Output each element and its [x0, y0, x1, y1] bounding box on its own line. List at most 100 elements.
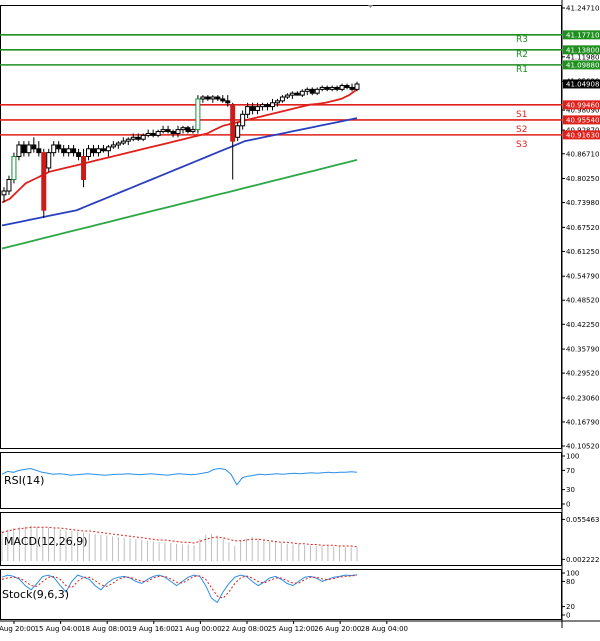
pivot-value-box-r3 [563, 30, 600, 40]
candle-body [140, 134, 146, 140]
candle-body [309, 88, 315, 94]
time-axis-label: 22 Aug 08:00 [221, 625, 268, 633]
candle-body [125, 138, 131, 142]
price-tick-label: 40.98090 [566, 107, 599, 115]
candle-body [205, 96, 211, 100]
candle-body [269, 102, 275, 108]
time-axis-label: 28 Aug 04:00 [361, 625, 408, 633]
candle-body [304, 88, 310, 92]
main-price-panel [0, 5, 562, 449]
candle-body [220, 98, 226, 102]
stochastic-tick-label: 80 [566, 578, 575, 586]
candle-body [245, 106, 251, 115]
price-tick-label: 41.11980 [566, 53, 599, 61]
candle-body [160, 129, 166, 133]
pivot-name-label-r3: R3 [516, 35, 528, 45]
pivot-name-label-r1: R1 [516, 65, 528, 75]
pivot-name-label-s3: S3 [516, 140, 527, 150]
time-axis-label: 15 Aug 04:00 [35, 625, 82, 633]
pivot-value-box-r1 [563, 60, 600, 70]
candle-body [279, 96, 285, 102]
candle-body [86, 148, 92, 157]
candle-body [81, 155, 87, 180]
price-tick-label: 40.29520 [566, 370, 599, 378]
candle-body [240, 113, 246, 127]
rsi-tick-label: 100 [566, 453, 579, 461]
candle-body [255, 106, 261, 111]
price-tick-label: 40.61250 [566, 248, 599, 256]
pivot-value-label-r3: 41.17710 [566, 31, 599, 39]
candle-body [344, 85, 350, 88]
candle-body [354, 83, 360, 90]
candle-body [105, 146, 111, 152]
pivot-name-label-r2: R2 [516, 50, 528, 60]
candle-body [190, 129, 196, 133]
candle-body [215, 96, 221, 100]
candle-body [185, 127, 191, 133]
candle-body [250, 106, 256, 111]
candle-body [155, 131, 161, 136]
candle-body [165, 129, 171, 133]
scroll-marker-icon [368, 5, 373, 8]
candle-body [200, 96, 206, 100]
rsi-label: RSI(14) [4, 474, 44, 487]
candle-body [51, 144, 57, 154]
price-tick-label: 40.86710 [566, 150, 599, 158]
candle-body [274, 100, 280, 104]
candle-body [170, 131, 176, 134]
candle-body [100, 148, 106, 152]
candle-body [6, 178, 12, 192]
candle-body [36, 148, 42, 154]
price-tick-label: 40.73980 [566, 199, 599, 207]
moving-average-line-2 [1, 117, 358, 227]
pivot-value-label-s2: 40.95540 [566, 116, 599, 124]
candle-body [329, 86, 335, 90]
stochastic-label: Stock(9,6,3) [2, 588, 69, 601]
rsi-tick-label: 70 [566, 467, 575, 475]
candle-body [314, 88, 320, 94]
price-tick-label: 40.48520 [566, 297, 599, 305]
candle-body [110, 144, 116, 148]
pivot-name-label-s1: S1 [516, 110, 527, 120]
candle-body [175, 129, 181, 134]
candle-body [235, 125, 241, 138]
candle-body [31, 144, 37, 150]
price-tick-label: 40.67520 [566, 224, 599, 232]
time-axis-label: 19 Aug 16:00 [128, 625, 175, 633]
candle-body [21, 144, 27, 154]
candle-body [95, 148, 101, 154]
current-price-box [563, 79, 600, 89]
candle-body [26, 144, 32, 154]
price-tick-label: 40.42250 [566, 321, 599, 329]
candle-body [195, 98, 201, 131]
candle-body [115, 142, 121, 146]
moving-average-line-1 [1, 88, 358, 204]
price-tick-label: 40.23060 [566, 394, 599, 402]
pivot-name-label-s2: S2 [516, 125, 527, 135]
pivot-value-label-r1: 41.09880 [566, 61, 599, 69]
candle-body [1, 190, 7, 196]
pivot-value-label-s3: 40.91630 [566, 131, 599, 139]
candle-body [299, 90, 305, 96]
price-tick-label: 40.80250 [566, 175, 599, 183]
candle-body [120, 140, 126, 144]
time-axis-label: 18 Aug 08:00 [81, 625, 128, 633]
candle-body [324, 86, 330, 90]
price-tick-label: 40.35790 [566, 346, 599, 354]
price-tick-label: 40.16790 [566, 418, 599, 426]
candle-body [145, 132, 151, 136]
macd-label: MACD(12,26,9) [4, 535, 88, 548]
candle-body [41, 152, 47, 211]
rsi-panel [0, 452, 562, 509]
candle-body [135, 136, 141, 140]
candle-body [150, 132, 156, 136]
candle-body [180, 127, 186, 131]
time-axis-label: 25 Aug 12:00 [268, 625, 315, 633]
candle-body [11, 155, 17, 180]
candle-body [56, 144, 62, 150]
pivot-value-box-s1 [563, 100, 600, 110]
candle-body [210, 96, 216, 100]
price-tick-label: 41.24710 [566, 5, 599, 13]
